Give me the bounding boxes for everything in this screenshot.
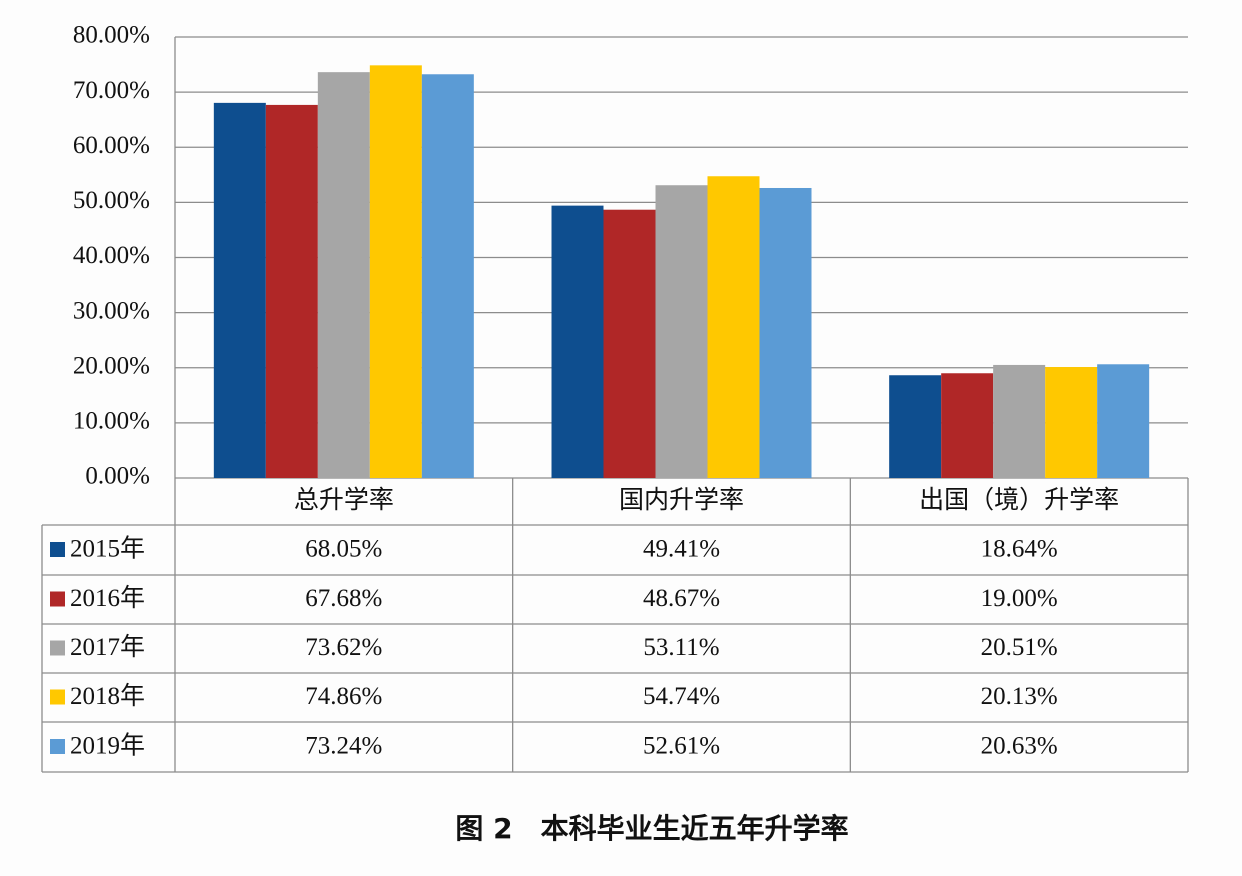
table-value: 68.05% — [305, 536, 382, 563]
bar — [655, 185, 708, 478]
table-value: 54.74% — [643, 683, 720, 710]
y-tick-label: 50.00% — [73, 187, 150, 214]
y-tick-label: 60.00% — [73, 132, 150, 159]
y-tick-label: 0.00% — [85, 463, 150, 490]
legend-swatch — [50, 591, 65, 607]
x-tick-label: 国内升学率 — [619, 486, 744, 514]
bar — [369, 65, 422, 478]
table-value: 73.62% — [305, 634, 382, 661]
bar — [889, 375, 942, 478]
bar — [317, 72, 370, 479]
table-value: 20.51% — [981, 634, 1058, 661]
table-value: 74.86% — [305, 683, 382, 710]
y-tick-label: 70.00% — [73, 77, 150, 104]
legend-label: 2019年 — [70, 732, 145, 760]
y-tick-label: 10.00% — [73, 408, 150, 435]
bar — [759, 187, 812, 479]
y-tick-label: 40.00% — [73, 242, 150, 269]
table-value: 53.11% — [643, 634, 719, 661]
table-value: 19.00% — [981, 585, 1058, 612]
y-tick-label: 30.00% — [73, 297, 150, 324]
legend-swatch — [50, 689, 65, 705]
table-value: 20.63% — [981, 733, 1058, 760]
table-value: 20.13% — [981, 683, 1058, 710]
bar — [551, 205, 604, 478]
bar — [941, 373, 994, 478]
table-value: 18.64% — [981, 536, 1058, 563]
bar — [993, 364, 1046, 478]
legend-label: 2018年 — [70, 682, 145, 710]
table-value: 73.24% — [305, 733, 382, 760]
legend-label: 2016年 — [70, 584, 145, 612]
bar — [603, 209, 656, 479]
legend-swatch — [50, 640, 65, 656]
legend-label: 2015年 — [70, 535, 145, 563]
x-tick-label: 出国（境）升学率 — [919, 486, 1119, 514]
legend-label: 2017年 — [70, 633, 145, 661]
bar — [707, 176, 760, 479]
bar — [265, 104, 318, 478]
table-value: 52.61% — [643, 733, 720, 760]
legend-swatch — [50, 739, 65, 754]
table-value: 67.68% — [305, 585, 382, 612]
table-value: 48.67% — [643, 585, 720, 612]
legend-swatch — [50, 542, 65, 557]
x-tick-label: 总升学率 — [294, 486, 394, 514]
y-tick-label: 20.00% — [73, 352, 150, 379]
table-value: 49.41% — [643, 536, 720, 563]
bar — [213, 102, 266, 478]
bar — [1045, 367, 1098, 478]
bar — [421, 74, 474, 479]
y-tick-label: 80.00% — [73, 22, 150, 49]
chart-title: 图 2 本科毕业生近五年升学率 — [455, 812, 848, 845]
bar — [1097, 364, 1150, 478]
